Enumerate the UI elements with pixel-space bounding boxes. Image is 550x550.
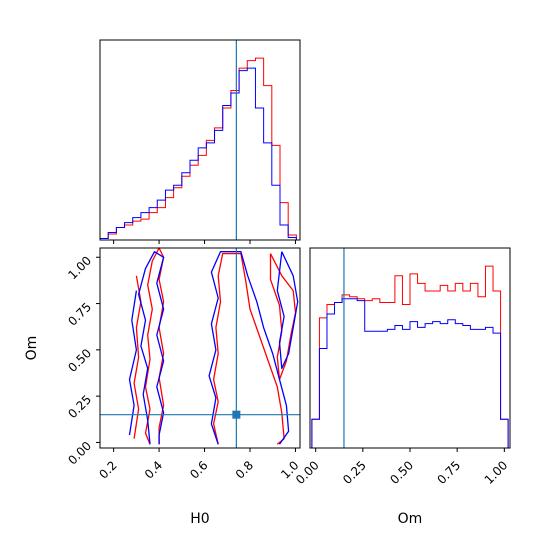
x-axis-label-Om: Om bbox=[398, 511, 423, 527]
truth-marker bbox=[232, 410, 241, 419]
Om-histogram-series-1 bbox=[311, 298, 509, 448]
y-axis-label-Om: Om bbox=[24, 336, 40, 361]
contour-series-0-line-2 bbox=[269, 253, 297, 381]
contour-series-1-line-2 bbox=[276, 251, 299, 370]
contour-frame bbox=[99, 247, 301, 449]
contour-series-1-line-0 bbox=[137, 251, 165, 445]
contour-series-1-line-3 bbox=[128, 290, 138, 436]
H0-histogram-panel bbox=[99, 39, 301, 244]
contour-series-1-line-1 bbox=[208, 251, 290, 445]
x-axis-label-H0: H0 bbox=[190, 511, 209, 527]
contour-series-0-line-1 bbox=[212, 252, 285, 445]
H0-histogram-frame bbox=[99, 39, 301, 241]
H0-histogram-series-1 bbox=[99, 67, 297, 240]
